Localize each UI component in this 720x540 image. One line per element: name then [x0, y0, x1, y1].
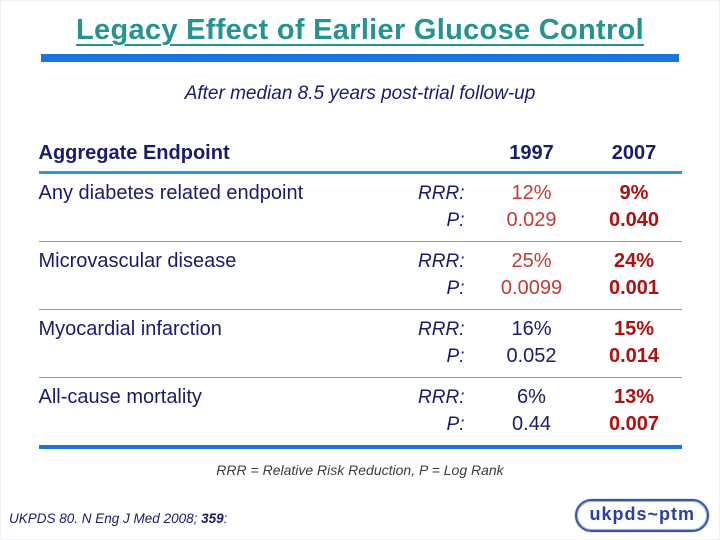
endpoint-label: All-cause mortality	[38, 386, 202, 408]
title-accent-bar	[41, 54, 679, 62]
table-header-row: Aggregate Endpoint 1997 2007	[38, 142, 682, 174]
table-row: Any diabetes related endpoint RRR: P: 12…	[38, 174, 682, 242]
stat-labels: RRR: P:	[359, 316, 477, 370]
subtitle: After median 8.5 years post-trial follow…	[184, 83, 536, 104]
rrr-value-1997: 12%	[511, 182, 552, 204]
p-label: P:	[446, 346, 465, 367]
p-value-2007: 0.014	[608, 345, 660, 367]
table-row: Myocardial infarction RRR: P: 16% 0.052 …	[38, 310, 682, 378]
p-label: P:	[446, 210, 465, 231]
endpoint-label: Any diabetes related endpoint	[38, 182, 304, 204]
values-2007: 9% 0.040	[587, 180, 682, 234]
column-header-endpoint: Aggregate Endpoint	[38, 142, 230, 164]
rrr-label: RRR:	[418, 251, 465, 272]
values-1997: 12% 0.029	[477, 180, 587, 234]
values-1997: 16% 0.052	[477, 316, 587, 370]
column-header-1997: 1997	[509, 142, 554, 164]
rrr-value-2007: 13%	[613, 386, 655, 408]
rrr-label: RRR:	[418, 183, 465, 204]
endpoint-label: Microvascular disease	[38, 250, 237, 272]
values-2007: 24% 0.001	[587, 248, 682, 302]
column-header-2007: 2007	[611, 142, 657, 164]
rrr-value-2007: 9%	[619, 182, 649, 204]
rrr-value-2007: 24%	[613, 250, 655, 272]
page-title: Legacy Effect of Earlier Glucose Control	[76, 14, 644, 46]
citation-suffix: :	[223, 511, 228, 526]
p-value-2007: 0.040	[608, 209, 660, 231]
values-1997: 25% 0.0099	[477, 248, 587, 302]
values-2007: 15% 0.014	[587, 316, 682, 370]
stat-labels: RRR: P:	[359, 248, 477, 302]
rrr-value-1997: 25%	[511, 250, 552, 272]
table-row: All-cause mortality RRR: P: 6% 0.44 13% …	[38, 378, 682, 449]
rrr-value-1997: 16%	[511, 318, 552, 340]
endpoint-label: Myocardial infarction	[38, 318, 222, 340]
rrr-value-2007: 15%	[613, 318, 655, 340]
rrr-label: RRR:	[418, 387, 465, 408]
citation-text: UKPDS 80. N Eng J Med 2008;	[9, 511, 202, 526]
p-value-1997: 0.052	[506, 345, 557, 367]
p-value-1997: 0.0099	[500, 277, 563, 299]
stat-labels: RRR: P:	[359, 180, 477, 234]
footnote: RRR = Relative Risk Reduction, P = Log R…	[216, 462, 504, 478]
values-2007: 13% 0.007	[587, 384, 682, 438]
p-value-1997: 0.029	[506, 209, 557, 231]
p-value-2007: 0.007	[608, 413, 660, 435]
p-value-1997: 0.44	[512, 413, 551, 435]
values-1997: 6% 0.44	[477, 384, 587, 438]
slide-footer: UKPDS 80. N Eng J Med 2008; 359: ukpds~p…	[9, 499, 709, 532]
p-label: P:	[446, 414, 465, 435]
citation-volume: 359	[201, 511, 224, 526]
table-row: Microvascular disease RRR: P: 25% 0.0099…	[38, 242, 682, 310]
stat-labels: RRR: P:	[359, 384, 477, 438]
p-label: P:	[446, 278, 465, 299]
rrr-label: RRR:	[418, 319, 465, 340]
citation: UKPDS 80. N Eng J Med 2008; 359:	[9, 511, 227, 532]
ukpds-ptm-logo: ukpds~ptm	[575, 499, 709, 532]
results-table: Aggregate Endpoint 1997 2007 Any diabete…	[38, 142, 682, 449]
p-value-2007: 0.001	[608, 277, 660, 299]
rrr-value-1997: 6%	[517, 386, 546, 408]
